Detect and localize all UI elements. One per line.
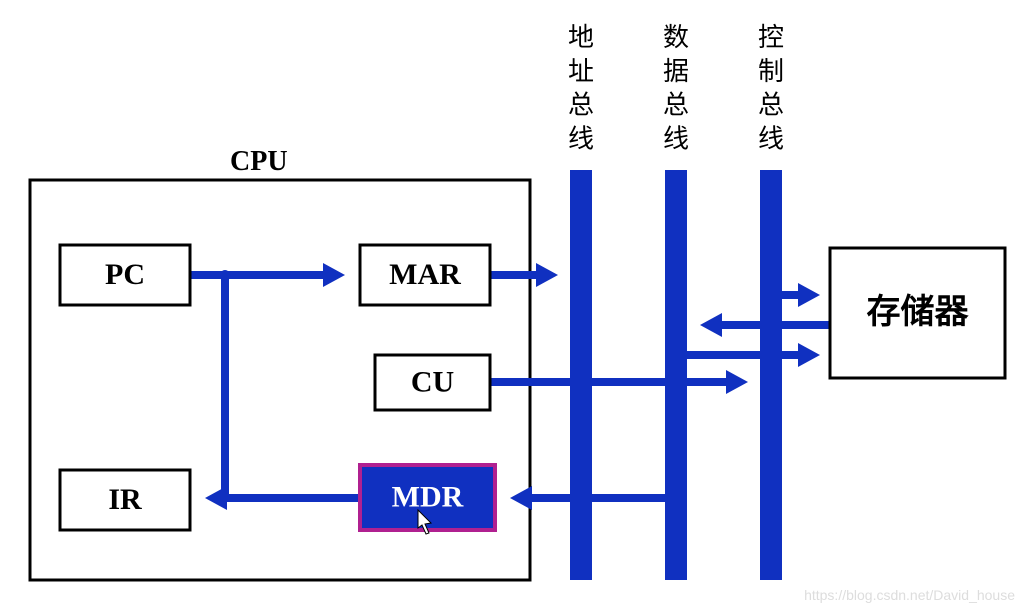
address-bus-label: 地址总线 bbox=[568, 23, 594, 153]
arrow-head-icon bbox=[700, 313, 722, 337]
cpu-memory-diagram: 地址总线 数据总线 控制总线 CPU PC IR MAR CU MDR 存储器 https://bl… bbox=[0, 0, 1026, 608]
mem-label: 存储器 bbox=[867, 293, 970, 331]
arrow-head-icon bbox=[726, 370, 748, 394]
watermark: https://blog.csdn.net/David_house bbox=[804, 587, 1015, 603]
arrow-head-icon bbox=[536, 263, 558, 287]
control-bus bbox=[760, 170, 782, 580]
junction-dot bbox=[220, 270, 230, 280]
data-bus-label: 数据总线 bbox=[663, 23, 689, 153]
arrow-control-bus-to-memory bbox=[782, 283, 820, 307]
control-bus-label: 控制总线 bbox=[758, 23, 784, 153]
address-bus bbox=[570, 170, 592, 580]
arrow-head-icon bbox=[798, 283, 820, 307]
arrow-data-bus-to-memory bbox=[687, 343, 820, 367]
mar-label: MAR bbox=[389, 258, 461, 291]
arrow-head-icon bbox=[798, 343, 820, 367]
mdr-label: MDR bbox=[392, 480, 464, 513]
cu-label: CU bbox=[411, 365, 454, 398]
cpu-label: CPU bbox=[230, 146, 288, 177]
ir-label: IR bbox=[108, 483, 142, 516]
data-bus bbox=[665, 170, 687, 580]
pc-label: PC bbox=[105, 258, 145, 291]
